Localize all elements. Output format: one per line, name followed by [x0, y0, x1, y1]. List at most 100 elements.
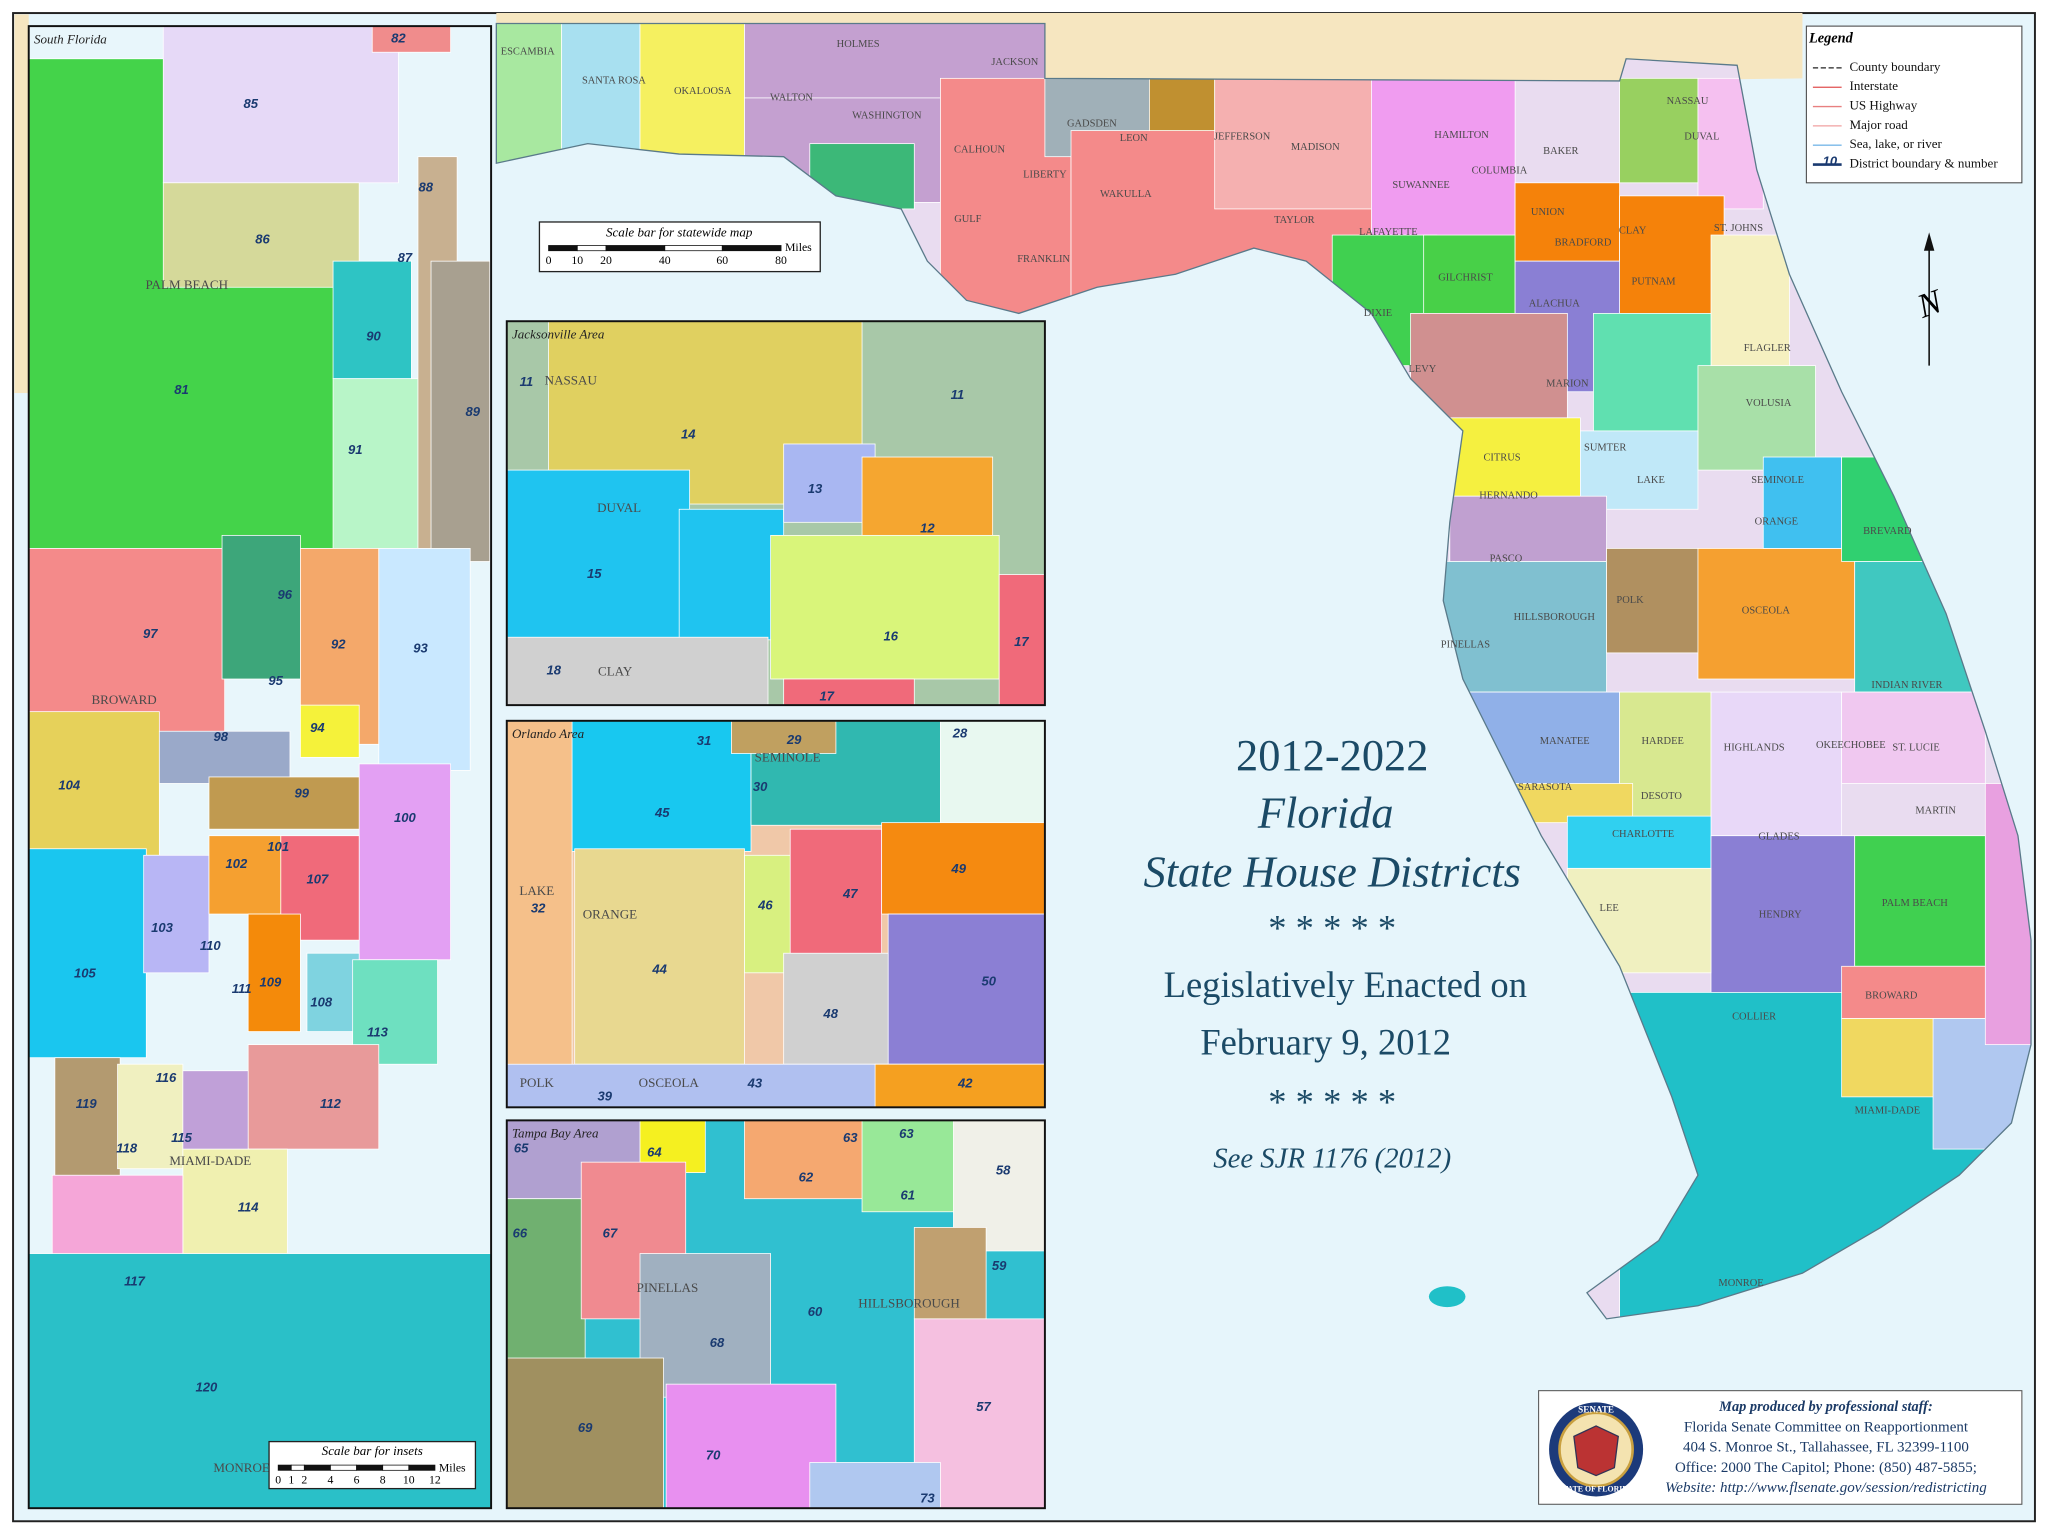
county-label: COLLIER	[1732, 1012, 1776, 1023]
district-area	[332, 260, 412, 380]
county-label: PINELLAS	[637, 1280, 699, 1295]
scale-tick-label: 8	[380, 1473, 386, 1486]
district-number: 120	[195, 1380, 218, 1395]
district-number: 17	[820, 689, 835, 704]
district-number: 111	[232, 981, 252, 996]
district-number: 107	[306, 872, 329, 887]
district-number: 12	[920, 520, 935, 535]
district-number: 119	[76, 1096, 98, 1111]
district-area	[1697, 548, 1856, 680]
county-label: LEE	[1600, 903, 1619, 914]
county-label: BREVARD	[1863, 526, 1912, 537]
legend-label: Interstate	[1849, 78, 1898, 93]
county-label: GULF	[954, 214, 981, 225]
county-label: BAKER	[1543, 146, 1578, 157]
district-area	[358, 763, 452, 961]
county-label: BROWARD	[91, 692, 156, 707]
county-label: HERNANDO	[1479, 491, 1538, 502]
county-label: JEFFERSON	[1214, 131, 1271, 142]
district-number: 13	[808, 481, 823, 496]
district-number: 115	[171, 1130, 193, 1145]
county-label: PINELLAS	[1441, 639, 1490, 650]
neighbor-land	[14, 14, 29, 394]
district-number: 60	[808, 1304, 823, 1319]
county-label: FLAGLER	[1744, 343, 1791, 354]
district-area	[117, 1063, 184, 1170]
district-area	[1619, 77, 1699, 184]
neighbor-states	[496, 13, 1803, 81]
county-label: CHARLOTTE	[1612, 829, 1674, 840]
district-number: 59	[992, 1258, 1007, 1273]
inset-districts	[28, 26, 492, 1509]
district-area	[567, 720, 752, 852]
district-area	[1762, 456, 1843, 549]
district-number: 104	[58, 778, 81, 793]
scale-tick-label: 0	[275, 1473, 281, 1486]
inset-frame	[505, 320, 1046, 707]
district-area	[1710, 691, 1843, 837]
county-label: PALM BEACH	[1882, 898, 1948, 909]
title-line2: State House Districts	[1144, 846, 1521, 896]
scale-segment	[664, 245, 723, 252]
county-label: CLAY	[1619, 226, 1647, 237]
legend-items: County boundary Interstate US Highway Major…	[1812, 59, 1998, 171]
county-label: PALM BEACH	[146, 277, 229, 292]
district-number: 42	[957, 1075, 973, 1090]
scale-tick-label: 1	[288, 1473, 294, 1486]
scale-title: Scale bar for insets	[322, 1443, 423, 1458]
district-area	[1410, 312, 1568, 419]
county-label: MONROE	[1718, 1278, 1763, 1289]
county-label: OKEECHOBEE	[1816, 740, 1886, 751]
district-area	[881, 822, 1045, 915]
county-label: DESOTO	[1641, 791, 1682, 802]
district-number: 15	[587, 566, 602, 581]
district-area	[506, 469, 691, 641]
district-number: 114	[238, 1199, 260, 1214]
district-area	[496, 23, 563, 164]
district-area	[182, 1148, 288, 1268]
district-number: 102	[226, 856, 249, 871]
district-number: 47	[842, 886, 858, 901]
county-label: HILLSBOROUGH	[858, 1295, 960, 1310]
district-area	[28, 711, 160, 856]
county-label: SANTA ROSA	[582, 75, 646, 86]
arrow-head	[1923, 232, 1935, 251]
county-label: ESCAMBIA	[501, 47, 555, 58]
county-label: POLK	[520, 1075, 555, 1090]
district-number: 49	[950, 861, 966, 876]
inset-map: Jacksonville Area 11 NASSAU 11 14 13 DUVAL 12 15…	[505, 320, 1046, 707]
district-number: 88	[419, 179, 434, 194]
district-area	[54, 1057, 121, 1189]
credit-line: Florida Senate Committee on Reapportionm…	[1684, 1419, 1969, 1435]
county-label: ALACHUA	[1529, 299, 1580, 310]
district-area	[378, 548, 471, 771]
district-number: 63	[899, 1126, 914, 1141]
county-label: JACKSON	[991, 57, 1038, 68]
credit-lines: Map produced by professional staff: Flori…	[1665, 1399, 1987, 1496]
county-label: HIGHLANDS	[1724, 743, 1785, 754]
county-label: HARDEE	[1642, 736, 1684, 747]
county-label: MARION	[1546, 378, 1589, 389]
county-label: VOLUSIA	[1746, 398, 1792, 409]
district-area	[1841, 691, 1986, 784]
district-number: 11	[951, 387, 965, 402]
county-label: SARASOTA	[1518, 782, 1573, 793]
credit-line: Office: 2000 The Capitol; Phone: (850) 4…	[1675, 1460, 1977, 1476]
district-number: 86	[255, 232, 270, 247]
district-area	[665, 1383, 837, 1509]
scale-tick-label: 60	[716, 254, 728, 267]
county-label: INDIAN RIVER	[1871, 680, 1942, 691]
county-label: LIBERTY	[1023, 169, 1067, 180]
county-label: LAKE	[1637, 475, 1665, 486]
seal-shield	[1573, 1425, 1619, 1477]
scale-tick-label: 10	[403, 1473, 415, 1486]
district-number: 82	[391, 31, 406, 46]
legend-sample-number: 10	[1823, 153, 1838, 168]
district-number: 67	[603, 1225, 618, 1240]
district-number: 91	[348, 442, 363, 457]
county-label: MARTIN	[1915, 805, 1956, 816]
district-number: 65	[514, 1141, 529, 1156]
title-years: 2012-2022	[1236, 730, 1428, 780]
county-label: ORANGE	[1755, 517, 1799, 528]
